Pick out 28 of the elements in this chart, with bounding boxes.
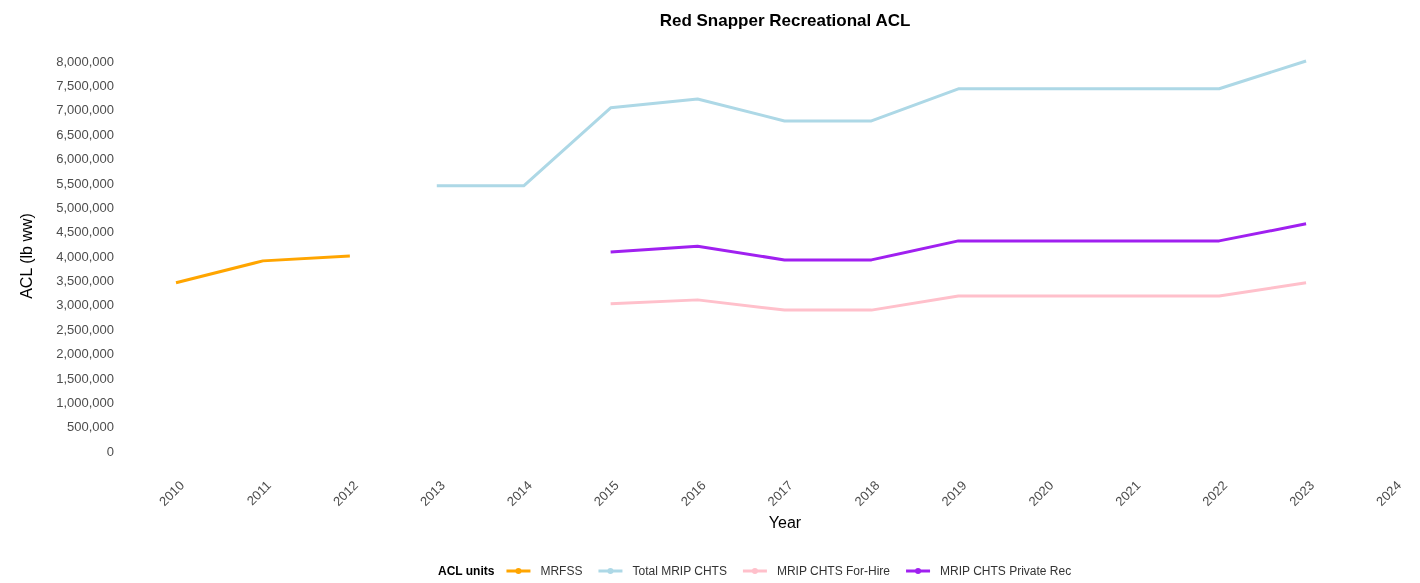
- y-tick-label: 5,000,000: [56, 199, 114, 215]
- y-tick-label: 6,500,000: [56, 126, 114, 142]
- y-tick-label: 1,500,000: [56, 370, 114, 386]
- y-tick-label: 7,000,000: [56, 102, 114, 118]
- y-tick-label: 0: [106, 443, 114, 459]
- legend-label: Total MRIP CHTS: [632, 564, 727, 578]
- legend-label: MRIP CHTS For-Hire: [776, 564, 891, 578]
- y-axis-title: ACL (lb ww): [18, 213, 35, 299]
- y-tick-label: 2,500,000: [56, 321, 114, 337]
- legend-label: MRIP CHTS Private Rec: [940, 564, 1072, 578]
- x-axis-title: Year: [768, 514, 802, 531]
- y-tick-label: 6,000,000: [56, 151, 114, 167]
- line-series: [609, 222, 1308, 262]
- legend-label: MRFSS: [540, 564, 583, 578]
- y-tick-label: 1,000,000: [56, 394, 114, 410]
- y-tick-label: 2,000,000: [56, 346, 114, 362]
- chart-title: Red Snapper Recreational ACL: [659, 11, 911, 30]
- y-tick-label: 3,000,000: [56, 297, 114, 313]
- legend-title: ACL units: [438, 564, 495, 578]
- line-series: [609, 281, 1308, 312]
- y-tick-label: 3,500,000: [56, 273, 114, 289]
- y-tick-label: 500,000: [67, 419, 114, 435]
- y-tick-label: 8,000,000: [56, 53, 114, 69]
- line-series: [435, 59, 1308, 188]
- y-tick-label: 7,500,000: [56, 78, 114, 94]
- y-tick-label: 4,500,000: [56, 224, 114, 240]
- y-tick-label: 4,000,000: [56, 248, 114, 264]
- y-tick-label: 5,500,000: [56, 175, 114, 191]
